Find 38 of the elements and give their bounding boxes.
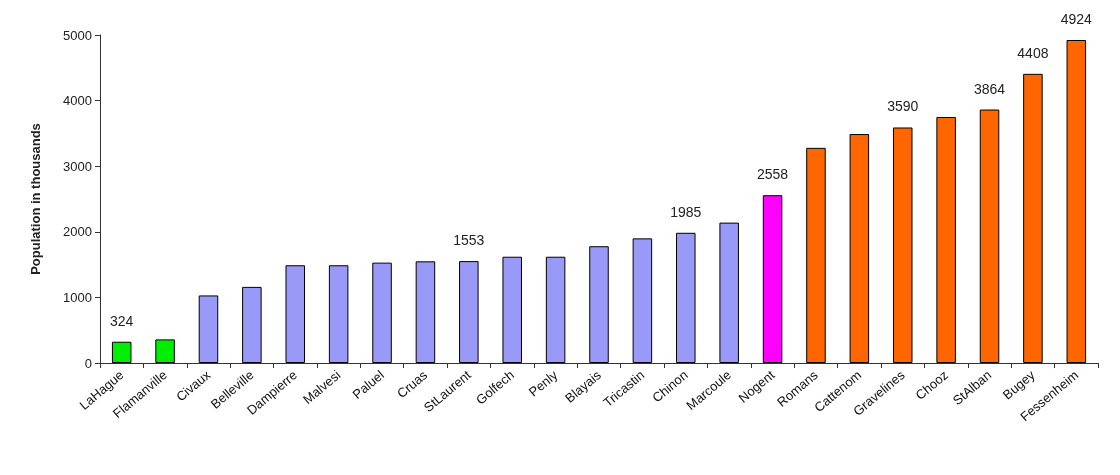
bar <box>242 286 262 363</box>
data-label: 3590 <box>887 98 919 115</box>
data-label: 1553 <box>453 232 485 249</box>
bar <box>155 339 175 363</box>
data-label: 3864 <box>973 80 1006 97</box>
bar <box>328 265 349 363</box>
bar <box>502 256 522 363</box>
y-tick-label: 0 <box>84 355 92 371</box>
y-tick-label: 2000 <box>63 224 92 240</box>
data-label: 4924 <box>1060 10 1093 27</box>
bar <box>1066 39 1087 363</box>
bar <box>632 238 653 363</box>
bar <box>762 195 783 363</box>
bar <box>719 222 739 363</box>
y-tick-label: 1000 <box>63 289 92 305</box>
y-tick-label: 4000 <box>63 93 92 109</box>
data-label: 4408 <box>1017 44 1049 61</box>
bar <box>111 341 132 363</box>
data-label: 324 <box>110 312 134 329</box>
bar <box>936 117 956 363</box>
y-tick-label: 5000 <box>63 27 92 43</box>
bar <box>849 134 870 363</box>
bar <box>806 147 826 363</box>
bar <box>459 261 479 363</box>
bar <box>372 262 392 363</box>
bar <box>589 246 609 363</box>
bar <box>979 109 1000 363</box>
bar <box>198 295 219 363</box>
y-axis-title: Population in thousands <box>28 123 43 275</box>
bar <box>545 256 566 363</box>
data-label: 2558 <box>756 166 789 183</box>
bar <box>415 261 436 363</box>
data-label: 1985 <box>670 203 702 220</box>
y-tick-label: 3000 <box>63 158 92 174</box>
bar <box>892 127 913 363</box>
bar <box>1023 73 1043 363</box>
bar <box>676 232 696 363</box>
bar <box>285 265 306 363</box>
